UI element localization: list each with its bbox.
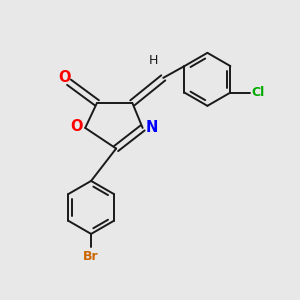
Text: Cl: Cl: [252, 86, 265, 99]
Text: O: O: [70, 119, 82, 134]
Text: Br: Br: [83, 250, 99, 262]
Text: O: O: [58, 70, 71, 86]
Text: H: H: [148, 54, 158, 67]
Text: N: N: [145, 120, 158, 135]
